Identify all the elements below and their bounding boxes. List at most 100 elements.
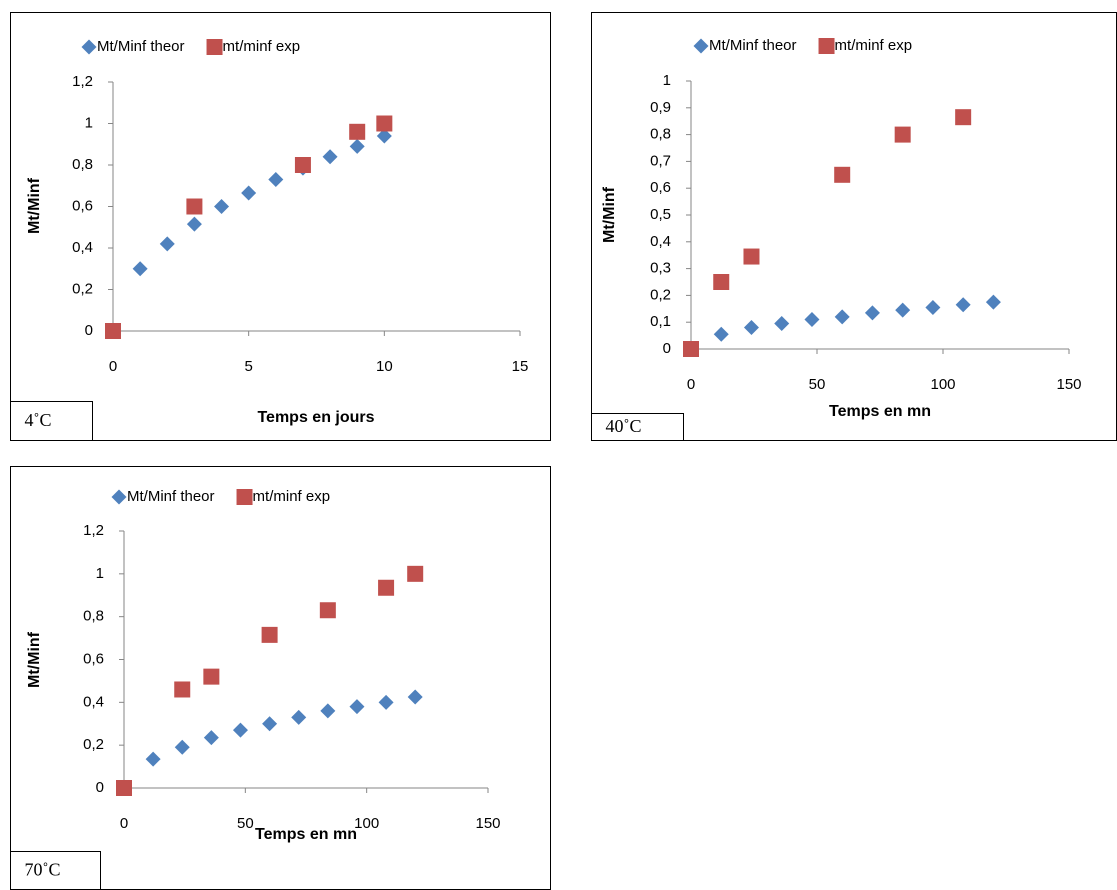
y-tick-label: 0,7 (650, 152, 671, 169)
y-tick-label: 0,8 (72, 156, 93, 173)
marker-square (955, 109, 972, 126)
y-tick-label: 0,6 (83, 650, 104, 667)
x-tick-label: 10 (376, 358, 393, 375)
y-tick-label: 0,4 (83, 693, 104, 710)
y-tick-label: 0,2 (650, 286, 671, 303)
legend-label: mt/minf exp (835, 37, 913, 54)
marker-square (743, 248, 760, 265)
y-tick-label: 1 (85, 114, 93, 131)
legend-marker (111, 489, 127, 505)
x-tick-label: 0 (687, 376, 695, 393)
marker-diamond (322, 149, 338, 165)
marker-diamond (262, 716, 278, 732)
legend-marker (818, 38, 835, 54)
marker-square (407, 565, 424, 582)
y-tick-label: 0,6 (650, 179, 671, 196)
marker-square (349, 123, 366, 140)
marker-square (116, 780, 132, 796)
marker-square (713, 274, 730, 290)
legend-marker (236, 489, 253, 505)
marker-diamond (378, 694, 394, 710)
x-tick-label: 150 (475, 815, 500, 832)
legend-marker (81, 39, 97, 55)
x-axis-title: Temps en mn (829, 403, 931, 420)
marker-diamond (132, 261, 148, 277)
legend-marker (693, 38, 709, 54)
y-tick-label: 0,8 (83, 608, 104, 625)
y-tick-label: 0,5 (650, 206, 671, 223)
legend-label: mt/minf exp (253, 488, 331, 505)
marker-square (105, 323, 121, 339)
y-tick-label: 0,3 (650, 260, 671, 277)
y-tick-label: 0,4 (72, 239, 93, 256)
marker-diamond (241, 185, 257, 201)
y-tick-label: 0,2 (72, 280, 93, 297)
marker-diamond (145, 751, 161, 767)
marker-diamond (268, 172, 284, 188)
y-tick-label: 0 (85, 322, 93, 339)
y-axis-title: Mt/Minf (26, 177, 43, 234)
marker-square (378, 579, 395, 596)
marker-square (894, 126, 911, 143)
marker-diamond (349, 699, 365, 715)
marker-diamond (743, 320, 759, 336)
chart: 0 0,1 0,2 0,3 0,4 0,5 0,6 0,7 0,8 0,9 1 0 50 100 150 Te… (591, 12, 1117, 441)
y-tick-label: 1 (96, 565, 104, 582)
marker-diamond (895, 302, 911, 318)
marker-diamond (864, 305, 880, 321)
note: 70˚C (25, 860, 61, 880)
marker-square (834, 166, 851, 183)
marker-diamond (804, 312, 820, 328)
x-tick-label: 50 (809, 376, 826, 393)
x-tick-label: 150 (1056, 376, 1081, 393)
x-tick-label: 50 (237, 815, 254, 832)
note: 4˚C (25, 410, 52, 430)
y-tick-label: 0,9 (650, 99, 671, 116)
note-frame (10, 851, 101, 890)
marker-square (683, 341, 699, 357)
marker-diamond (925, 299, 941, 315)
legend-label: mt/minf exp (223, 38, 301, 55)
marker-diamond (407, 689, 423, 705)
x-tick-label: 0 (120, 815, 128, 832)
marker-diamond (159, 236, 175, 252)
y-tick-label: 0 (663, 340, 671, 357)
marker-square (203, 668, 220, 685)
marker-diamond (320, 703, 336, 719)
chart: 0 0,2 0,4 0,6 0,8 1 1,2 0 50 100 150 Temps en mn Mt/… (10, 466, 551, 890)
marker-diamond (203, 730, 219, 746)
marker-diamond (349, 138, 365, 154)
y-axis-title: Mt/Minf (26, 631, 43, 688)
y-tick-label: 0,6 (72, 197, 93, 214)
legend-label: Mt/Minf theor (127, 488, 215, 505)
marker-diamond (713, 326, 729, 342)
marker-square (319, 602, 336, 619)
marker-diamond (186, 216, 202, 232)
x-tick-label: 100 (930, 376, 955, 393)
y-tick-label: 1,2 (72, 73, 93, 90)
chart-frame (10, 12, 551, 441)
chart-frame (591, 12, 1117, 441)
y-tick-label: 0 (96, 779, 104, 796)
note-frame (591, 413, 684, 441)
y-tick-label: 1,2 (83, 522, 104, 539)
marker-square (294, 157, 311, 173)
marker-diamond (174, 739, 190, 755)
marker-square (261, 626, 278, 643)
marker-diamond (955, 297, 971, 313)
y-tick-label: 0,4 (650, 233, 671, 250)
note: 40˚C (606, 416, 642, 436)
y-tick-label: 0,2 (83, 736, 104, 753)
legend-label: Mt/Minf theor (709, 37, 797, 54)
marker-diamond (985, 294, 1001, 310)
marker-diamond (834, 309, 850, 325)
x-tick-label: 100 (354, 815, 379, 832)
x-axis-title: Temps en jours (257, 409, 374, 426)
y-tick-label: 1 (663, 72, 671, 89)
legend-marker (206, 39, 223, 55)
marker-diamond (291, 709, 307, 725)
x-tick-label: 5 (244, 358, 252, 375)
x-tick-label: 15 (512, 358, 529, 375)
marker-diamond (232, 722, 248, 738)
